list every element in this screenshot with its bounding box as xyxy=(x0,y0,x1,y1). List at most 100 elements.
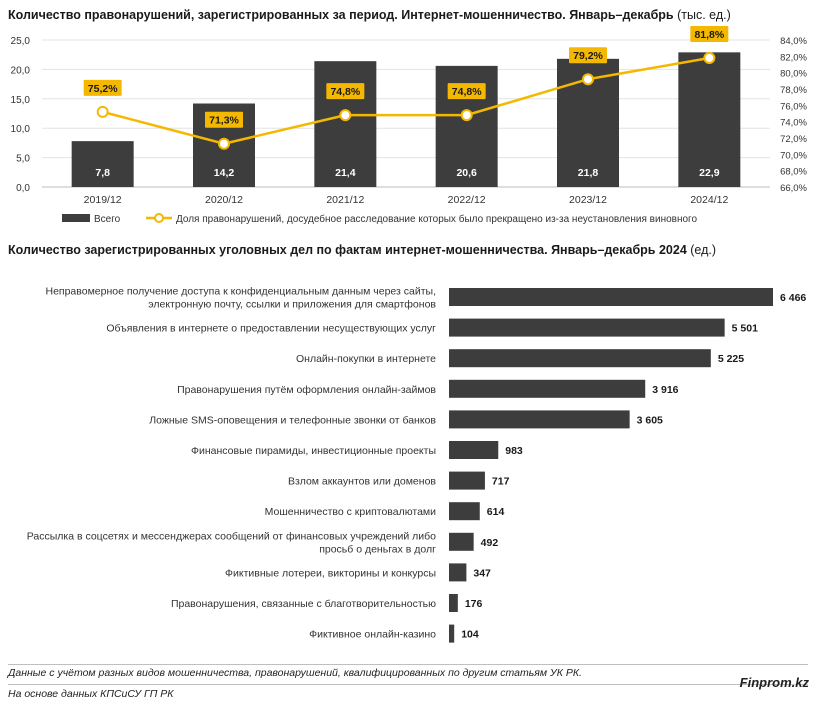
series-line xyxy=(102,56,710,146)
legend-line-marker xyxy=(154,213,164,223)
legend-line-label: Доля правонарушений, досудебное расследо… xyxy=(176,213,697,225)
line-value-label: 74,8% xyxy=(330,86,360,98)
footer-separator-2 xyxy=(8,684,808,685)
category-label: электронную почту, ссылки и приложения д… xyxy=(148,299,436,311)
hbar-value-label: 3 916 xyxy=(652,384,678,396)
bar-value-label: 7,8 xyxy=(95,167,110,179)
hbar xyxy=(449,379,646,398)
hbar xyxy=(449,563,467,582)
line-value-label: 71,3% xyxy=(209,115,239,127)
y-left-tick-label: 25,0 xyxy=(11,36,31,47)
hbar-value-label: 347 xyxy=(473,567,491,579)
y-right-tick-label: 76,0% xyxy=(780,101,807,112)
chart1-title: Количество правонарушений, зарегистриров… xyxy=(8,8,731,22)
chart2-title-main: Количество зарегистрированных уголовных … xyxy=(8,243,687,257)
line-label-box xyxy=(447,83,486,100)
line-label-box xyxy=(83,79,122,96)
y-right-tick-label: 66,0% xyxy=(780,183,807,194)
line-point xyxy=(703,51,716,64)
hbar xyxy=(449,532,474,551)
y-right-tick-label: 74,0% xyxy=(780,118,807,129)
category-label: Ложные SMS-оповещения и телефонные звонк… xyxy=(149,414,436,426)
hbar xyxy=(449,441,499,459)
y-right-tick-label: 78,0% xyxy=(780,85,807,96)
y-right-tick-label: 82,0% xyxy=(780,52,807,63)
line-value-label: 81,8% xyxy=(694,29,724,41)
line-label-box xyxy=(205,111,243,128)
category-label: Фиктивные лотереи, викторины и конкурсы xyxy=(225,567,436,579)
footer-note: Данные с учётом разных видов мошенничест… xyxy=(8,667,582,679)
hbar xyxy=(449,594,458,612)
line-point xyxy=(218,137,230,150)
line-point xyxy=(582,73,594,86)
x-tick-label: 2020/12 xyxy=(205,194,243,206)
hbar xyxy=(449,502,480,521)
bar xyxy=(314,61,377,187)
hbar xyxy=(449,624,455,643)
hbar-value-label: 104 xyxy=(461,629,479,641)
bar-value-label: 14,2 xyxy=(214,167,235,179)
bar-value-label: 21,4 xyxy=(335,167,356,179)
y-right-tick-label: 84,0% xyxy=(780,36,807,47)
footer-source: На основе данных КПСиСУ ГП РК xyxy=(8,688,174,700)
x-tick-label: 2024/12 xyxy=(690,194,728,206)
line-label-box xyxy=(690,25,729,42)
category-label: Объявления в интернете о предоставлении … xyxy=(106,323,436,335)
hbar-value-label: 983 xyxy=(505,445,523,457)
hbar-value-label: 717 xyxy=(492,476,510,488)
category-label: Правонарушения, связанные с благотворите… xyxy=(171,598,436,610)
chart2-title: Количество зарегистрированных уголовных … xyxy=(8,243,716,257)
y-right-tick-label: 68,0% xyxy=(780,167,807,178)
bar xyxy=(71,141,134,187)
hbar-value-label: 3 605 xyxy=(637,414,663,426)
hbar-value-label: 176 xyxy=(465,598,483,610)
chart1-title-unit: (тыс. ед.) xyxy=(677,8,731,22)
line-point xyxy=(96,105,109,118)
x-tick-label: 2023/12 xyxy=(569,194,607,206)
line-label-box xyxy=(326,83,365,100)
hbar xyxy=(449,471,485,490)
category-label: Мошенничество с криптовалютами xyxy=(265,506,437,518)
hbar-value-label: 492 xyxy=(481,537,499,549)
y-left-tick-label: 20,0 xyxy=(11,65,31,76)
legend-bar-label: Всего xyxy=(94,214,121,225)
y-right-tick-label: 80,0% xyxy=(780,69,807,80)
hbar xyxy=(449,318,725,337)
x-tick-label: 2022/12 xyxy=(448,194,486,206)
chart1-title-main: Количество правонарушений, зарегистриров… xyxy=(8,8,674,22)
x-tick-label: 2021/12 xyxy=(326,194,364,206)
chart2-title-unit: (ед.) xyxy=(690,243,717,257)
category-label: Финансовые пирамиды, инвестиционные прое… xyxy=(191,445,436,457)
line-label-box xyxy=(569,47,607,64)
line-value-label: 74,8% xyxy=(452,86,482,98)
line-point xyxy=(460,109,473,122)
category-label: Правонарушения путём оформления онлайн-з… xyxy=(177,384,436,396)
category-label: Взлом аккаунтов или доменов xyxy=(288,476,436,488)
category-label: Фиктивное онлайн-казино xyxy=(309,629,436,641)
hbar-value-label: 6 466 xyxy=(780,292,806,304)
category-label: Неправомерное получение доступа к конфид… xyxy=(45,286,436,298)
hbar-value-label: 5 225 xyxy=(718,353,744,365)
category-label: Онлайн-покупки в интернете xyxy=(296,353,436,365)
hbar-value-label: 5 501 xyxy=(732,323,758,335)
brand-logo-text: Finprom.kz xyxy=(739,675,809,690)
legend-bar-swatch xyxy=(62,214,90,222)
y-left-tick-label: 0,0 xyxy=(16,183,30,194)
y-left-tick-label: 10,0 xyxy=(11,124,31,135)
category-label: Рассылка в соцсетях и мессенджерах сообщ… xyxy=(27,530,436,542)
footer-separator xyxy=(8,664,808,665)
hbar xyxy=(449,349,711,368)
y-left-tick-label: 5,0 xyxy=(16,154,30,165)
hbar xyxy=(449,410,630,429)
y-left-tick-label: 15,0 xyxy=(11,95,31,106)
bar-value-label: 22,9 xyxy=(699,167,720,179)
hbar-value-label: 614 xyxy=(487,506,505,518)
hbar xyxy=(449,288,773,306)
line-value-label: 79,2% xyxy=(573,50,603,62)
x-tick-label: 2019/12 xyxy=(84,194,122,206)
bar-value-label: 21,8 xyxy=(578,167,599,179)
line-value-label: 75,2% xyxy=(88,83,118,95)
bar xyxy=(678,52,741,188)
y-right-tick-label: 70,0% xyxy=(780,150,807,161)
